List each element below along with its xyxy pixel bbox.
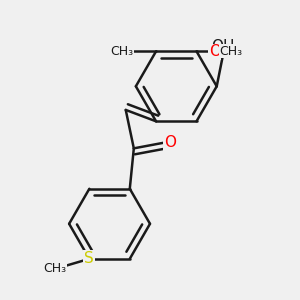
Text: O: O xyxy=(164,135,176,150)
Text: H: H xyxy=(225,44,237,59)
Text: S: S xyxy=(85,251,94,266)
Text: CH₃: CH₃ xyxy=(219,45,242,58)
Text: OH: OH xyxy=(211,39,235,54)
Text: O: O xyxy=(209,44,221,59)
Text: CH₃: CH₃ xyxy=(110,45,133,58)
Text: CH₃: CH₃ xyxy=(44,262,67,275)
